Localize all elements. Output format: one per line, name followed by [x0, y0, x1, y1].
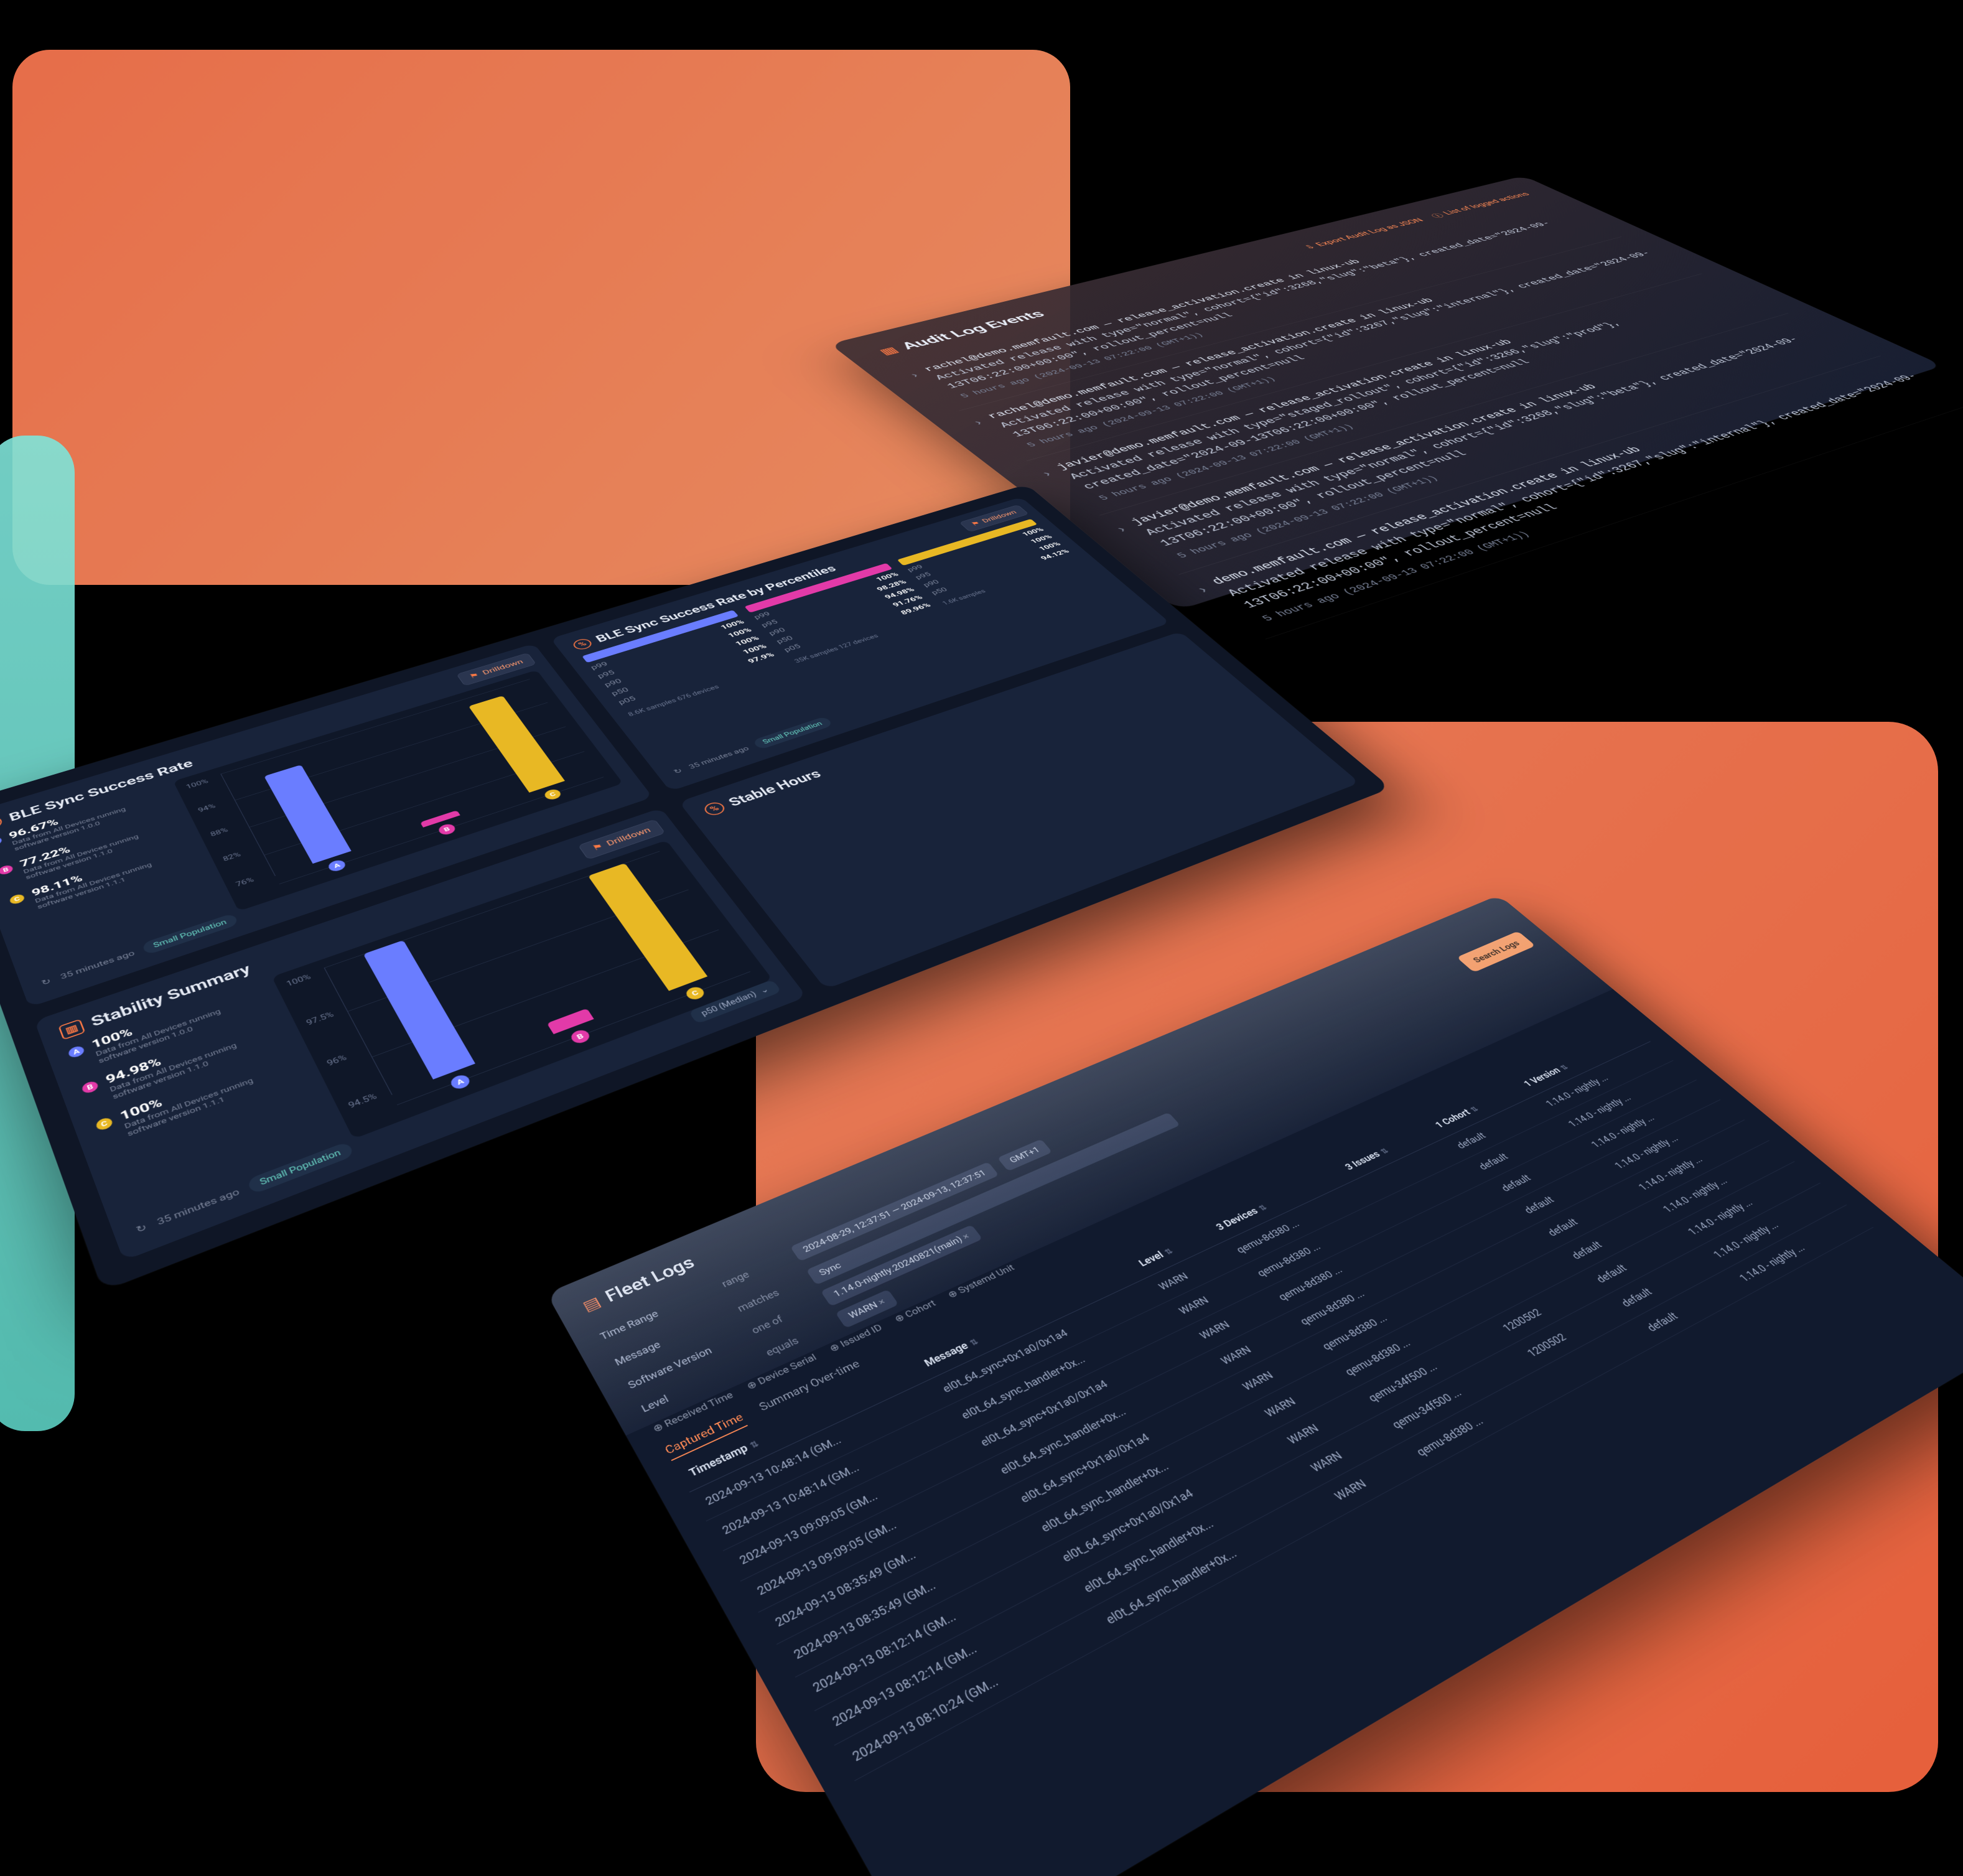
percent-icon: % — [701, 800, 727, 817]
chart-bar[interactable]: A — [264, 765, 351, 864]
series-dot-icon: B — [0, 864, 14, 875]
ytick: 100% — [185, 778, 210, 791]
xcat-icon: C — [543, 788, 563, 801]
chart-bar[interactable]: A — [363, 940, 475, 1080]
chart-bar[interactable]: C — [588, 863, 707, 991]
series-stat: C 100% Data from All Devices running sof… — [94, 1050, 299, 1147]
calendar-icon: ▦ — [876, 345, 902, 357]
ytick: 100% — [286, 972, 315, 988]
chart-bar[interactable]: B — [420, 810, 460, 828]
series-dot-icon: A — [67, 1045, 86, 1059]
xcat-icon: B — [437, 823, 457, 836]
series-dot-icon: C — [9, 893, 26, 905]
series-dot-icon: A — [0, 836, 3, 847]
ytick: 96% — [325, 1050, 356, 1068]
lines-icon: ▤ — [579, 1293, 604, 1315]
xcat-icon: B — [569, 1028, 592, 1045]
stable-hours-title: Stable Hours — [725, 767, 824, 809]
ytick: 94.5% — [347, 1092, 378, 1110]
bars-icon: ▥ — [58, 1019, 85, 1040]
series-dot-icon: C — [95, 1116, 114, 1132]
chart-bar[interactable]: B — [547, 1008, 594, 1034]
refresh-icon: ↻ — [672, 767, 684, 775]
ytick: 97.5% — [305, 1010, 335, 1027]
refresh-icon: ↻ — [40, 976, 52, 987]
xcat-icon: C — [684, 985, 707, 1001]
refreshed-ago: 35 minutes ago — [687, 745, 750, 770]
ytick: 88% — [209, 825, 234, 838]
percent-icon: % — [571, 637, 594, 651]
ytick: 76% — [235, 875, 260, 889]
ytick: 94% — [197, 801, 222, 814]
series-dot-icon: B — [81, 1080, 100, 1094]
xcat-icon: A — [327, 859, 347, 873]
refresh-icon: ↻ — [134, 1221, 148, 1235]
chart-bar[interactable]: C — [469, 696, 565, 793]
gauge-icon: ↻ — [0, 815, 4, 832]
ytick: 82% — [222, 849, 248, 862]
xcat-icon: A — [449, 1073, 472, 1091]
edit-icon[interactable]: ✎ — [646, 825, 660, 835]
